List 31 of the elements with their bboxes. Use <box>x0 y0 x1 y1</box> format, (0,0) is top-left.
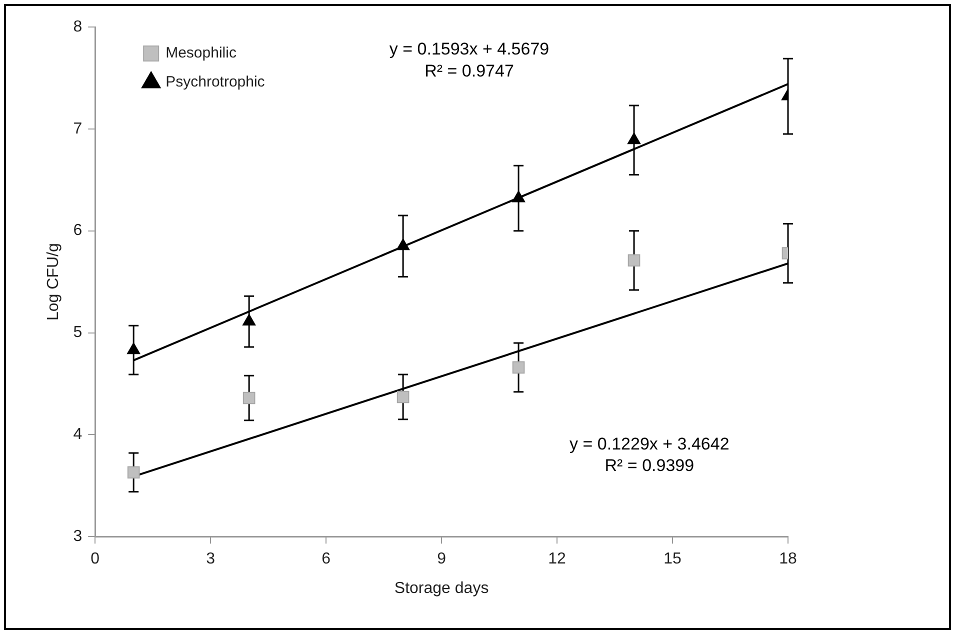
x-tick-label: 15 <box>664 550 682 568</box>
point <box>512 190 526 202</box>
point <box>512 361 525 374</box>
point <box>396 238 410 250</box>
y-tick-label: 7 <box>73 120 82 138</box>
y-tick-label: 5 <box>73 324 82 342</box>
x-tick-label: 18 <box>779 550 797 568</box>
x-tick-label: 6 <box>322 550 331 568</box>
legend-label: Mesophilic <box>166 44 237 62</box>
legend-label: Psychrotrophic <box>166 74 266 91</box>
y-axis-title: Log CFU/g <box>45 243 62 320</box>
point <box>628 254 640 267</box>
point <box>127 466 140 479</box>
point <box>627 132 641 144</box>
point <box>396 390 410 404</box>
annotation: R² = 0.9747 <box>424 62 514 81</box>
x-tick-label: 9 <box>437 550 446 568</box>
x-tick-label: 0 <box>90 550 100 568</box>
x-tick-label: 12 <box>548 550 566 568</box>
point <box>242 314 256 326</box>
y-tick-label: 8 <box>73 18 82 36</box>
point <box>242 392 256 404</box>
y-tick-label: 3 <box>73 528 82 546</box>
annotation: R² = 0.9399 <box>604 456 694 475</box>
point <box>127 342 140 354</box>
y-tick-label: 4 <box>73 426 82 444</box>
y-tick-label: 6 <box>73 222 82 240</box>
annotation: y = 0.1229x + 3.4642 <box>570 434 730 454</box>
annotation: y = 0.1593x + 4.5679 <box>389 40 550 59</box>
x-axis-title: Storage days <box>394 580 489 597</box>
x-tick-label: 3 <box>206 550 216 568</box>
